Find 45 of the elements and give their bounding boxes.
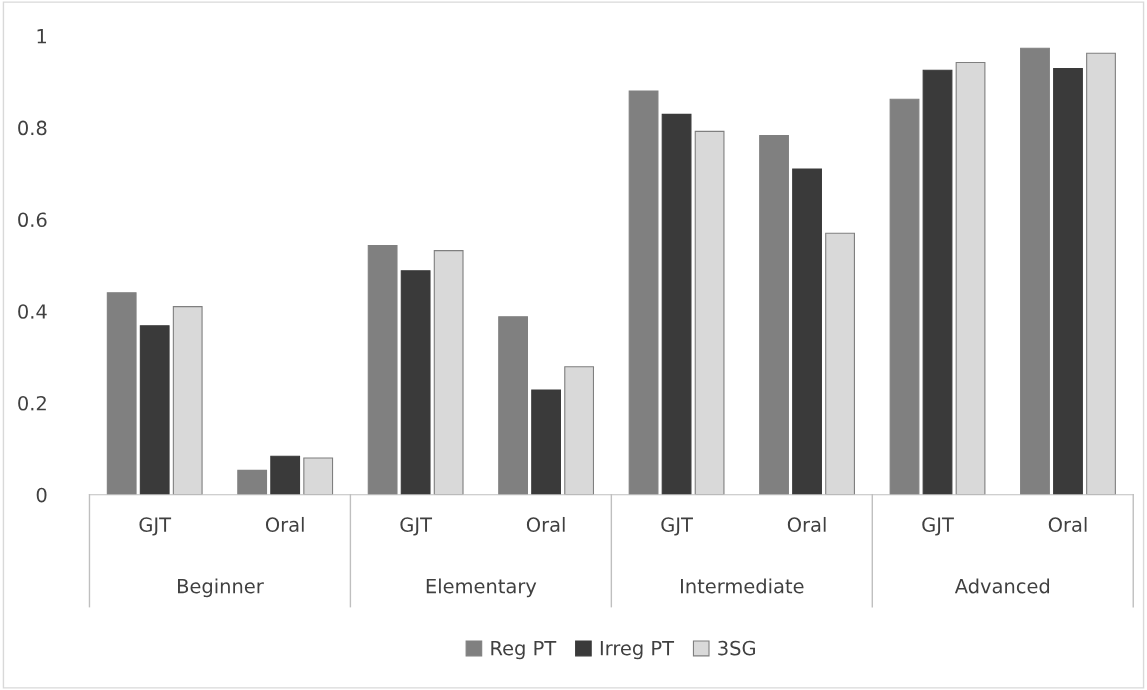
bar [694, 130, 725, 495]
y-tick-label: 1 [37, 29, 46, 44]
text: Beginner [178, 578, 264, 598]
x-tick-label: Oral [526, 516, 565, 532]
text: Intermediate [681, 578, 804, 594]
bar [825, 232, 855, 495]
bar [564, 366, 595, 495]
y-tick-label: 0.2 [18, 395, 46, 411]
bar [1086, 52, 1116, 495]
bar [303, 457, 334, 495]
y-tick-label: 0.6 [18, 212, 47, 228]
y-tick-label: 0.4 [18, 304, 47, 319]
x-tick-label: Oral [1048, 516, 1087, 532]
legend-label: 3SG [718, 640, 755, 656]
x-tick-label: GJT [400, 517, 433, 536]
bar [922, 69, 953, 495]
bar [628, 90, 659, 495]
bar [1020, 47, 1050, 495]
legend-label: Reg PT [491, 641, 557, 660]
text: Elementary [426, 578, 537, 598]
bar [955, 61, 986, 495]
legend-label: Irreg PT [600, 641, 675, 660]
x-tick-label: GJT [661, 517, 693, 536]
bar [661, 113, 692, 495]
bar [270, 455, 301, 495]
bar [433, 250, 464, 495]
bar [367, 245, 398, 495]
bar [889, 98, 920, 495]
x-tick-label: GJT [922, 517, 954, 536]
bar [792, 168, 822, 495]
bar [400, 270, 431, 495]
x-tick-label: Oral [265, 516, 304, 532]
y-tick-label: 0.8 [18, 120, 47, 136]
bar [498, 316, 529, 495]
bar [139, 325, 170, 495]
bar [106, 292, 137, 495]
bar [172, 306, 203, 495]
bar [1053, 67, 1083, 495]
bar [531, 389, 562, 495]
bar [759, 134, 789, 495]
text: Advanced [954, 578, 1050, 594]
y-tick-label: 0 [36, 487, 47, 503]
x-tick-label: Oral [787, 516, 826, 532]
bar [237, 469, 268, 495]
x-tick-label: GJT [139, 517, 172, 536]
